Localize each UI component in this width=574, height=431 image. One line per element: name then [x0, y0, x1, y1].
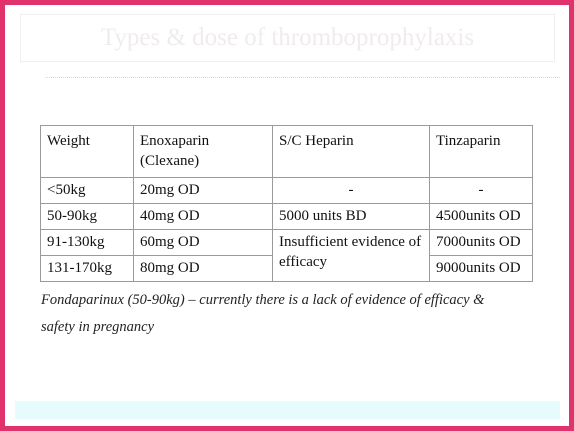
divider [45, 77, 560, 78]
cell: 5000 units BD [272, 203, 430, 230]
cell: 20mg OD [133, 177, 273, 204]
cell: 50-90kg [40, 203, 134, 230]
footer-band [15, 401, 560, 419]
header-cell: S/C Heparin [272, 125, 430, 178]
header-cell: Weight [40, 125, 134, 178]
header-cell: Tinzaparin [429, 125, 533, 178]
cell: 9000units OD [429, 255, 533, 282]
cell: 80mg OD [133, 255, 273, 282]
row: <50kg 20mg OD - - [40, 177, 533, 204]
slide-title: Types & dose of thromboprophylaxis [20, 14, 555, 62]
cell: - [272, 177, 430, 204]
header-row: Weight Enoxaparin (Clexane) S/C Heparin … [40, 125, 533, 178]
cell: 131-170kg [40, 255, 134, 282]
cell: 7000units OD [429, 229, 533, 256]
cell: 4500units OD [429, 203, 533, 230]
row: 50-90kg 40mg OD 5000 units BD 4500units … [40, 203, 533, 230]
cell: 60mg OD [133, 229, 273, 256]
cell: - [429, 177, 533, 204]
header-cell: Enoxaparin (Clexane) [133, 125, 273, 178]
merged-cell: Insufficient evidence of efficacy [272, 229, 430, 282]
row: 131-170kg 80mg OD 9000units OD [40, 255, 533, 282]
cell: 40mg OD [133, 203, 273, 230]
dose-table: Weight Enoxaparin (Clexane) S/C Heparin … [40, 125, 533, 282]
cell: 91-130kg [40, 229, 134, 256]
cell: <50kg [40, 177, 134, 204]
row: 91-130kg 60mg OD Insufficient evidence o… [40, 229, 533, 282]
footnote: Fondaparinux (50-90kg) – currently there… [41, 292, 485, 335]
